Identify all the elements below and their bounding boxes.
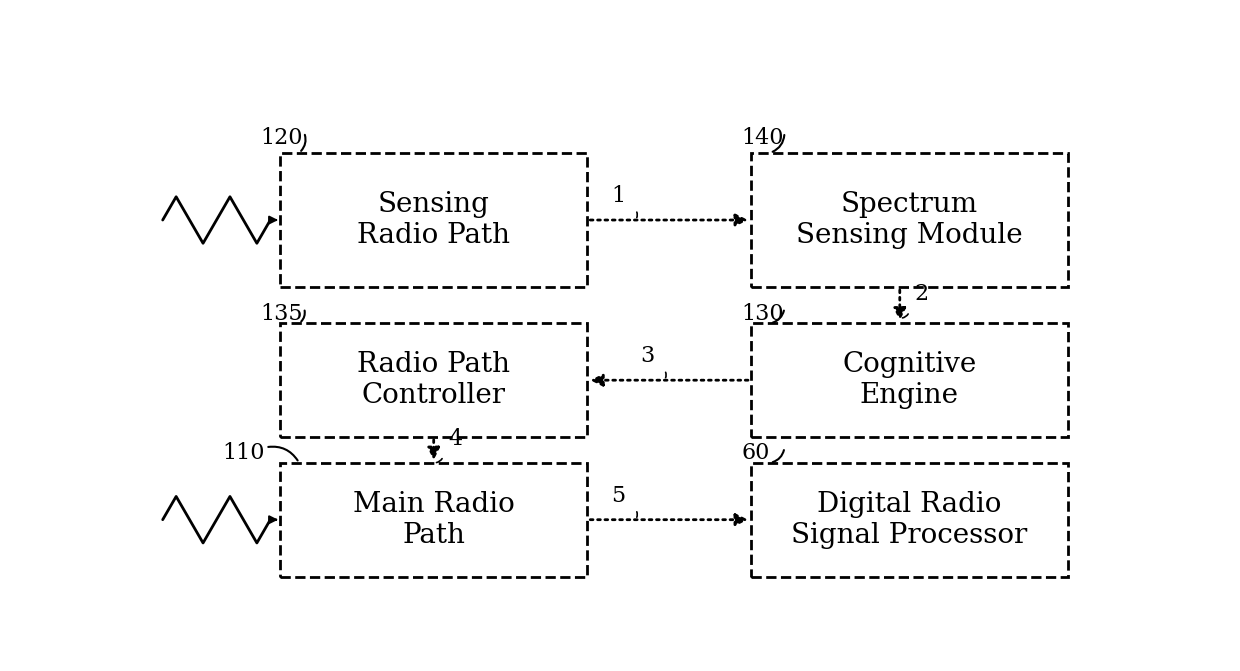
Text: 60: 60 <box>742 442 770 464</box>
Text: 1: 1 <box>611 185 626 207</box>
FancyBboxPatch shape <box>280 323 588 437</box>
Text: Cognitive
Engine: Cognitive Engine <box>842 351 977 409</box>
Text: 120: 120 <box>260 127 304 149</box>
Text: 4: 4 <box>448 428 463 450</box>
FancyBboxPatch shape <box>751 153 1068 287</box>
Text: 130: 130 <box>742 303 784 325</box>
Text: 140: 140 <box>742 127 784 149</box>
Text: Digital Radio
Signal Processor: Digital Radio Signal Processor <box>791 491 1028 549</box>
Text: 3: 3 <box>640 346 655 367</box>
Text: 2: 2 <box>914 283 929 305</box>
FancyBboxPatch shape <box>280 463 588 576</box>
FancyBboxPatch shape <box>280 153 588 287</box>
Text: 110: 110 <box>222 442 265 464</box>
Text: 135: 135 <box>260 303 304 325</box>
Text: Spectrum
Sensing Module: Spectrum Sensing Module <box>796 191 1023 249</box>
Text: 5: 5 <box>611 484 626 507</box>
Text: Sensing
Radio Path: Sensing Radio Path <box>357 191 510 249</box>
Text: Main Radio
Path: Main Radio Path <box>353 491 515 549</box>
Text: Radio Path
Controller: Radio Path Controller <box>357 351 510 409</box>
FancyBboxPatch shape <box>751 323 1068 437</box>
FancyBboxPatch shape <box>751 463 1068 576</box>
